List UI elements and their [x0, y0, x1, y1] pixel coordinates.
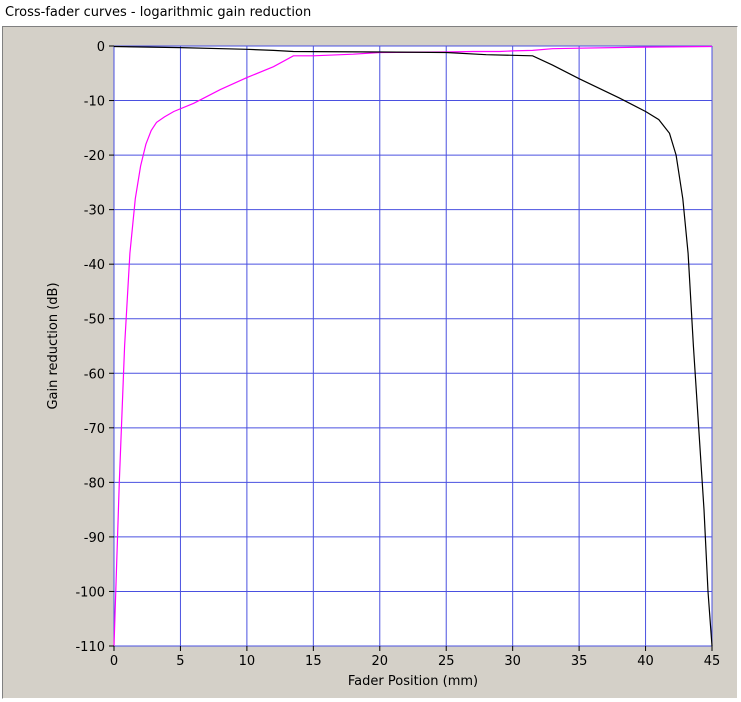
- y-tick-label: -110: [75, 640, 105, 655]
- y-tick-label: -50: [84, 313, 105, 328]
- x-tick-label: 5: [176, 654, 184, 669]
- plot-area: [114, 46, 712, 646]
- x-tick-label: 20: [372, 654, 389, 669]
- x-tick-label: 40: [637, 654, 654, 669]
- y-tick-label: -80: [84, 476, 105, 491]
- chart: 0 5 10 15 20 25 30 35 40 45 0 -10 -20 -30 -40 -50 -60 -7…: [46, 40, 720, 689]
- y-tick-label: 0: [97, 40, 105, 55]
- x-tick-label: 45: [704, 654, 721, 669]
- y-axis-label: Gain reduction (dB): [46, 282, 61, 409]
- x-axis-label: Fader Position (mm): [348, 674, 478, 689]
- x-tick-label: 25: [438, 654, 455, 669]
- y-tick-label: -90: [84, 531, 105, 546]
- grid: [113, 45, 713, 647]
- chart-title: Cross-fader curves - logarithmic gain re…: [5, 5, 312, 20]
- graph-panel: 0 5 10 15 20 25 30 35 40 45 0 -10 -20 -30 -40 -50 -60 -7…: [2, 26, 738, 699]
- y-tick-label: -40: [84, 258, 105, 273]
- x-tick-label: 35: [571, 654, 588, 669]
- series-layer: [113, 45, 713, 647]
- x-tick-label: 10: [239, 654, 256, 669]
- x-tick-label: 15: [305, 654, 322, 669]
- y-tick-label: -10: [84, 95, 105, 110]
- y-axis-ticks: 0 -10 -20 -30 -40 -50 -60 -70 -80 -90 -100 -110: [75, 40, 114, 655]
- x-tick-label: 0: [110, 654, 118, 669]
- y-tick-label: -30: [84, 204, 105, 219]
- x-axis-ticks: 0 5 10 15 20 25 30 35 40 45: [110, 646, 720, 669]
- y-tick-label: -70: [84, 422, 105, 437]
- x-tick-label: 30: [504, 654, 521, 669]
- y-tick-label: -20: [84, 149, 105, 164]
- y-tick-label: -100: [75, 585, 105, 600]
- series-line-2: [113, 45, 713, 647]
- y-tick-label: -60: [84, 367, 105, 382]
- series-line-1: [113, 45, 713, 647]
